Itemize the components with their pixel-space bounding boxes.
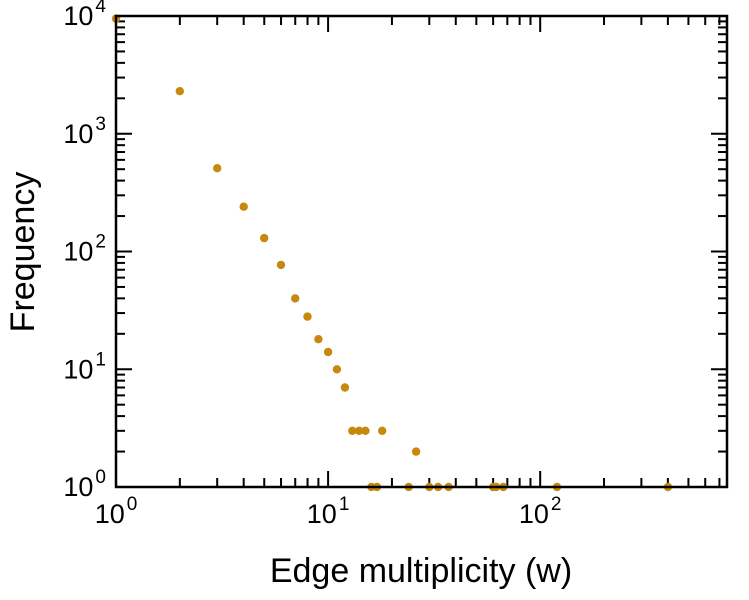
data-point bbox=[340, 383, 350, 392]
y-tick-label: 10 1 bbox=[63, 349, 106, 384]
data-point bbox=[378, 426, 387, 435]
axis-ticks bbox=[115, 15, 727, 488]
data-point bbox=[213, 164, 222, 173]
data-point bbox=[354, 426, 364, 435]
data-point bbox=[411, 447, 421, 456]
data-point bbox=[260, 233, 269, 243]
data-point bbox=[332, 365, 342, 374]
data-point bbox=[175, 87, 184, 96]
x-tick-label: 10 1 bbox=[307, 494, 350, 529]
data-point bbox=[239, 202, 248, 211]
data-point bbox=[276, 260, 286, 270]
x-tick-label: 10 2 bbox=[519, 494, 562, 529]
data-point bbox=[361, 426, 370, 435]
tick-labels: 10 0 10 1 10 2 10 0 10 1 10 2 10 3 10 4 bbox=[63, 0, 561, 529]
x-axis-title: Edge multiplicity (w) bbox=[270, 552, 572, 590]
data-point bbox=[323, 347, 333, 357]
data-point bbox=[348, 426, 357, 435]
data-point bbox=[314, 335, 323, 344]
y-tick-label: 10 3 bbox=[63, 114, 106, 149]
y-tick-label: 10 2 bbox=[63, 232, 106, 267]
x-tick-label: 10 0 bbox=[95, 494, 138, 529]
y-tick-label: 10 4 bbox=[63, 0, 106, 31]
data-point bbox=[303, 312, 312, 321]
data-point bbox=[291, 294, 300, 303]
y-tick-label: 10 0 bbox=[63, 467, 106, 502]
y-axis-title: Frequency bbox=[4, 172, 42, 333]
plot-frame bbox=[114, 14, 729, 489]
data-points bbox=[111, 14, 673, 492]
